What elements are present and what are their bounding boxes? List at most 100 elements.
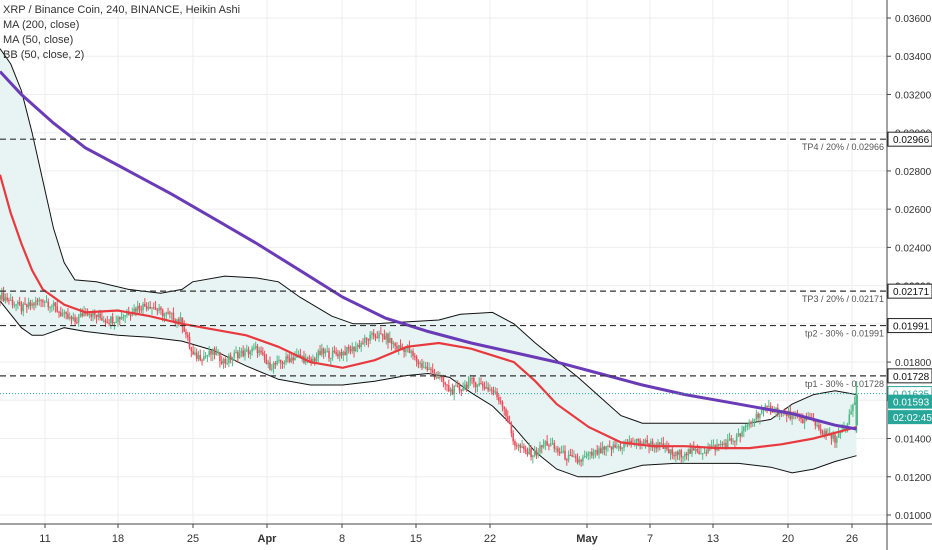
candle-body — [68, 316, 71, 319]
candle-body — [110, 316, 112, 324]
candle-body — [115, 322, 118, 324]
time-tick-label: 18 — [112, 533, 124, 545]
candle-body — [18, 301, 21, 305]
candle-body — [144, 303, 146, 307]
candle-body — [473, 377, 475, 383]
candle-body — [546, 441, 548, 446]
candle-body — [99, 313, 101, 318]
candle-body — [102, 320, 105, 322]
bollinger-band-fill — [0, 48, 857, 477]
candle-body — [424, 366, 427, 368]
candle-body — [732, 440, 734, 442]
candle-body — [614, 444, 616, 448]
candle-body — [723, 442, 725, 445]
candle-body — [725, 442, 727, 448]
candle-body — [658, 442, 661, 445]
candle-body — [605, 446, 607, 450]
candle-body — [136, 305, 139, 312]
candle-body — [535, 450, 538, 456]
indicator-bb-label[interactable]: BB (50, close, 2) — [3, 49, 85, 61]
candle-body — [38, 299, 41, 302]
candle-body — [453, 385, 455, 395]
candle-body — [564, 450, 566, 460]
candle-body — [362, 342, 364, 344]
candle-body — [231, 357, 234, 360]
candle-body — [601, 446, 604, 453]
candle-body — [751, 420, 754, 423]
candle-body — [585, 455, 588, 457]
candle-body — [639, 440, 641, 445]
candle-body — [34, 300, 37, 306]
candle-body — [739, 433, 742, 437]
candle-body — [426, 366, 429, 370]
candle-body — [4, 297, 7, 301]
candle-body — [365, 337, 368, 339]
candle-body — [673, 454, 675, 457]
candle-body — [161, 309, 164, 317]
time-axis[interactable]: 11 18 25 Apr 8 15 22 May 7 13 20 26 — [39, 524, 858, 545]
candle-body — [203, 356, 205, 361]
candle-body — [213, 348, 216, 355]
candle-body — [619, 446, 622, 449]
price-tag-label: 0.01593 — [893, 398, 930, 409]
chart-title[interactable]: XRP / Binance Coin, 240, BINANCE, Heikin… — [3, 4, 241, 16]
candle-body — [483, 386, 486, 389]
candle-body — [610, 446, 613, 450]
candle-body — [267, 362, 270, 365]
candle-body — [743, 426, 745, 432]
candle-body — [412, 351, 414, 356]
candle-body — [59, 312, 62, 316]
candle-body — [496, 391, 498, 398]
candle-body — [814, 421, 817, 426]
candle-body — [707, 448, 709, 453]
candle-body — [49, 307, 51, 309]
candle-body — [580, 460, 582, 462]
price-axis[interactable]: 0.036000.034000.032000.030000.028000.026… — [887, 14, 932, 522]
candle-body — [399, 345, 402, 348]
candle-body — [188, 337, 191, 348]
candle-body — [380, 333, 382, 335]
candle-body — [753, 419, 756, 421]
candle-body — [719, 444, 722, 446]
candle-body — [598, 448, 600, 455]
target-level-label: tp1 - 30% - 0.01728 — [805, 379, 884, 389]
candle-body — [408, 346, 411, 353]
candle-body — [419, 363, 421, 365]
candle-body — [117, 317, 119, 323]
candle-body — [281, 362, 284, 364]
candle-body — [337, 354, 339, 357]
candle-body — [156, 310, 159, 312]
candle-body — [542, 444, 545, 448]
candle-body — [396, 346, 398, 349]
indicator-ma200-label[interactable]: MA (200, close) — [3, 19, 80, 31]
candle-body — [678, 450, 681, 455]
indicator-ma50-label[interactable]: MA (50, close) — [3, 34, 74, 46]
candle-body — [106, 322, 109, 324]
candle-body — [251, 348, 253, 352]
target-levels: TP4 / 20% / 0.02966 TP3 / 20% / 0.02171 tp… — [0, 138, 887, 389]
price-tick-label: 0.01200 — [895, 473, 932, 484]
candle-body — [691, 447, 693, 454]
candle-body — [149, 306, 151, 309]
candle-body — [262, 352, 264, 355]
candle-body — [215, 352, 218, 355]
candle-body — [353, 346, 355, 352]
candle-body — [684, 453, 686, 457]
candle-body — [476, 385, 479, 387]
candle-body — [612, 444, 615, 450]
bollinger-upper-line — [0, 48, 857, 424]
candle-body — [692, 447, 695, 451]
candle-body — [20, 304, 23, 312]
candle-body — [675, 451, 677, 457]
candle-body — [621, 447, 624, 449]
candle-body — [233, 352, 236, 358]
candle-body — [816, 425, 818, 427]
candle-body — [855, 394, 858, 426]
candle-body — [369, 334, 371, 341]
candle-body — [253, 347, 255, 349]
time-tick-label: 25 — [187, 533, 199, 545]
candle-body — [490, 389, 493, 391]
candle-body — [258, 350, 261, 354]
price-tick-label: 0.03400 — [895, 52, 932, 63]
